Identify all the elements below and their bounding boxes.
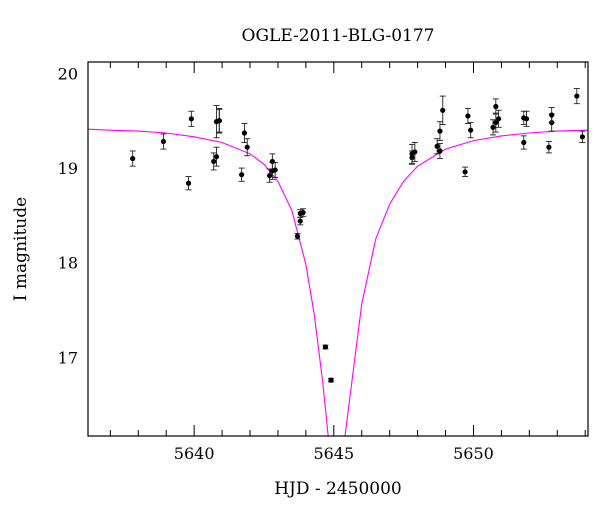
point-marker bbox=[297, 218, 303, 224]
data-point bbox=[269, 153, 276, 170]
data-point bbox=[523, 110, 530, 127]
point-marker bbox=[269, 158, 275, 165]
data-point bbox=[495, 109, 502, 128]
point-marker bbox=[188, 116, 194, 122]
x-tick-label: 5650 bbox=[453, 444, 494, 463]
data-point bbox=[210, 152, 217, 171]
model-curve bbox=[88, 128, 588, 436]
y-tick-label: 17 bbox=[58, 348, 78, 367]
point-marker bbox=[216, 118, 222, 124]
y-tick-label: 18 bbox=[58, 254, 78, 273]
data-point bbox=[294, 232, 301, 240]
axis-tick-labels: 5640 5645 5650 17 18 19 20 bbox=[58, 64, 494, 463]
axis-ticks bbox=[109, 62, 586, 436]
x-tick-label: 5645 bbox=[313, 444, 354, 463]
model-line bbox=[88, 128, 588, 436]
data-point bbox=[272, 161, 279, 178]
data-point bbox=[238, 167, 245, 182]
x-tick-label: 5640 bbox=[174, 444, 215, 463]
data-point bbox=[520, 135, 527, 150]
point-marker bbox=[437, 148, 443, 154]
y-axis-label: I magnitude bbox=[11, 197, 31, 301]
point-marker bbox=[496, 116, 502, 122]
point-marker bbox=[440, 107, 446, 113]
x-axis-label: HJD - 2450000 bbox=[274, 479, 402, 499]
point-marker bbox=[266, 173, 273, 179]
data-point bbox=[439, 95, 446, 125]
point-marker bbox=[211, 158, 217, 165]
data-point bbox=[328, 377, 335, 383]
y-tick-label: 20 bbox=[58, 64, 78, 83]
data-point bbox=[579, 130, 586, 143]
point-marker bbox=[546, 144, 552, 150]
point-marker bbox=[437, 128, 443, 134]
point-marker bbox=[465, 113, 471, 119]
data-point bbox=[492, 98, 499, 115]
data-points bbox=[129, 88, 586, 383]
data-point bbox=[434, 138, 441, 155]
data-point bbox=[411, 142, 418, 162]
point-marker bbox=[294, 233, 301, 239]
data-point bbox=[467, 122, 474, 139]
data-point bbox=[160, 133, 167, 150]
point-marker bbox=[549, 112, 555, 118]
point-marker bbox=[574, 93, 580, 99]
y-tick-label: 19 bbox=[58, 159, 78, 178]
data-point bbox=[322, 344, 329, 350]
point-marker bbox=[244, 144, 250, 150]
data-point bbox=[244, 138, 251, 157]
point-marker bbox=[241, 130, 248, 136]
point-marker bbox=[272, 167, 278, 173]
point-marker bbox=[579, 134, 586, 140]
data-point bbox=[464, 107, 471, 124]
data-point bbox=[241, 123, 248, 143]
point-marker bbox=[300, 209, 306, 216]
data-point bbox=[545, 141, 552, 154]
point-marker bbox=[185, 180, 192, 186]
data-point bbox=[216, 108, 223, 133]
chart-title: OGLE-2011-BLG-0177 bbox=[242, 26, 435, 46]
data-point bbox=[297, 216, 304, 226]
data-point bbox=[548, 106, 555, 124]
point-marker bbox=[328, 377, 334, 383]
point-marker bbox=[468, 127, 474, 133]
point-marker bbox=[493, 119, 499, 126]
data-point bbox=[129, 150, 136, 167]
point-marker bbox=[462, 169, 468, 175]
plot-frame bbox=[87, 61, 589, 437]
point-marker bbox=[412, 149, 418, 155]
data-point bbox=[573, 88, 580, 105]
point-marker bbox=[239, 172, 245, 178]
point-marker bbox=[521, 139, 527, 146]
data-point bbox=[462, 166, 469, 178]
data-point bbox=[188, 110, 195, 127]
data-point bbox=[300, 208, 307, 217]
point-marker bbox=[523, 116, 530, 122]
point-marker bbox=[322, 344, 329, 350]
point-marker bbox=[490, 124, 496, 130]
point-marker bbox=[434, 143, 440, 149]
point-marker bbox=[213, 154, 220, 160]
data-point bbox=[436, 142, 443, 160]
point-marker bbox=[493, 103, 499, 110]
point-marker bbox=[130, 155, 136, 162]
point-marker bbox=[160, 138, 167, 145]
data-point bbox=[185, 176, 192, 191]
data-point bbox=[213, 146, 220, 167]
